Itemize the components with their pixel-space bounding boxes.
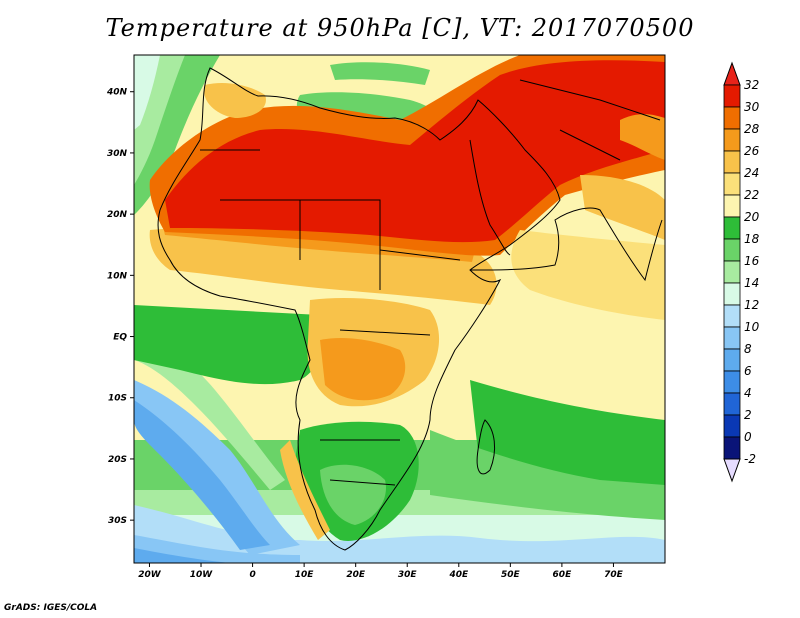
lat-tick-label: 10N [107, 271, 128, 281]
colorbar-label: 0 [744, 430, 752, 444]
colorbar-label: 28 [744, 122, 760, 136]
colorbar-label: 16 [744, 254, 760, 268]
colorbar-label: 2 [744, 408, 752, 422]
colorbar-label: 22 [744, 188, 759, 202]
lon-tick-label: 20W [138, 570, 162, 580]
colorbar-label: 10 [744, 320, 760, 334]
credit-footer: GrADS: IGES/COLA [4, 603, 98, 613]
lat-tick-label: 30N [107, 149, 128, 159]
colorbar-swatch [723, 106, 741, 130]
colorbar-label: 30 [744, 100, 760, 114]
lon-tick-label: 60E [553, 570, 573, 580]
coastlines [157, 67, 663, 551]
colorbar-swatch [723, 150, 741, 174]
lat-tick-label: EQ [113, 333, 127, 343]
colorbar-swatch [723, 238, 741, 262]
lat-tick-label: 20N [107, 210, 128, 220]
colorbar-swatch [723, 216, 741, 240]
lon-tick-label: 20E [346, 570, 366, 580]
colorbar-swatch [723, 194, 741, 218]
colorbar-label: -2 [744, 452, 756, 466]
colorbar-label: 24 [744, 166, 759, 180]
colorbar-label: 14 [744, 276, 759, 290]
lon-tick-label: 10W [190, 570, 214, 580]
plot-frame [133, 54, 666, 564]
temperature-field [134, 55, 665, 563]
lat-tick-label: 30S [108, 516, 127, 526]
lon-tick-label: 0 [249, 570, 255, 580]
colorbar-label: 12 [744, 298, 759, 312]
colorbar-swatch [723, 172, 741, 196]
colorbar-swatch [723, 84, 741, 108]
colorbar-swatch [723, 282, 741, 306]
colorbar-swatch [723, 348, 741, 372]
latitude-axis: 40N 30N 20N 10N EQ 10S 20S 30S [106, 88, 134, 526]
lon-tick-label: 10E [295, 570, 315, 580]
lon-tick-label: 30E [398, 570, 418, 580]
colorbar-label: 32 [744, 78, 759, 92]
colorbar-swatch [723, 326, 741, 350]
longitude-axis: 20W 10W 0 10E 20E 30E 40E 50E 60E 70E [138, 563, 624, 580]
colorbar-swatch [723, 370, 741, 394]
colorbar-swatch [723, 128, 741, 152]
colorbar-label: 4 [744, 386, 752, 400]
lat-tick-label: 10S [108, 394, 127, 404]
colorbar-label: 8 [744, 342, 752, 356]
lon-tick-label: 50E [501, 570, 521, 580]
colorbar-swatch [723, 414, 741, 438]
colorbar-bottom-arrow [723, 458, 741, 483]
colorbar-swatch [723, 260, 741, 284]
colorbar-label: 26 [744, 144, 760, 158]
colorbar-swatch [723, 392, 741, 416]
lon-tick-label: 70E [604, 570, 624, 580]
lat-tick-label: 40N [106, 88, 128, 98]
colorbar-top-arrow [723, 61, 741, 86]
colorbar-swatch [723, 304, 741, 328]
lat-tick-label: 20S [108, 455, 127, 465]
colorbar-swatch [723, 436, 741, 460]
colorbar-label: 6 [744, 364, 752, 378]
lon-tick-label: 40E [448, 570, 469, 580]
colorbar-label: 18 [744, 232, 760, 246]
colorbar-label: 20 [744, 210, 760, 224]
map-title: Temperature at 950hPa [C], VT: 201707050… [105, 14, 695, 42]
